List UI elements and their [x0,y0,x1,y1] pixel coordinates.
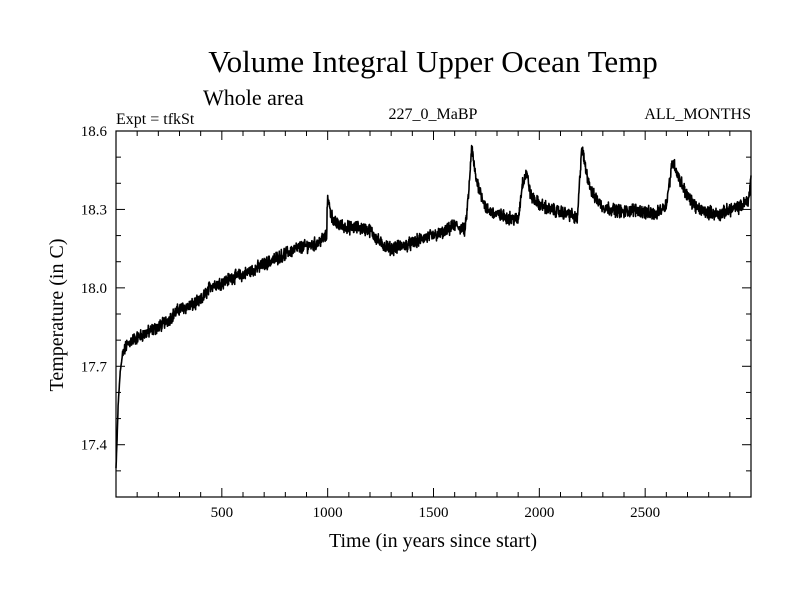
tick-marks [116,130,751,497]
x-axis-label: Time (in years since start) [329,530,537,552]
tick-labels: 500 1000 1500 2000 2500 17.4 17.7 18.0 18.3 18.6 [81,124,660,521]
y-tick-label: 18.6 [81,124,108,140]
x-tick-label: 1000 [313,505,343,521]
y-tick-label: 17.4 [81,438,108,454]
experiment-label: Expt = tfkSt [116,111,195,128]
chart-title: Volume Integral Upper Ocean Temp [208,44,658,79]
axes [115,130,752,498]
plot-frame [115,130,752,498]
y-tick-label: 18.3 [81,202,107,218]
series-line [115,144,752,469]
chart-subtitle: Whole area [203,85,304,110]
y-tick-label: 17.7 [81,359,108,375]
x-tick-label: 2500 [630,505,660,521]
right-label: ALL_MONTHS [644,106,751,123]
y-axis-label: Temperature (in C) [46,239,68,392]
center-label: 227_0_MaBP [389,106,478,123]
x-tick-label: 1500 [419,505,449,521]
y-tick-label: 18.0 [81,281,107,297]
x-tick-label: 2000 [524,505,554,521]
series-group [115,144,752,469]
x-tick-label: 500 [211,505,234,521]
